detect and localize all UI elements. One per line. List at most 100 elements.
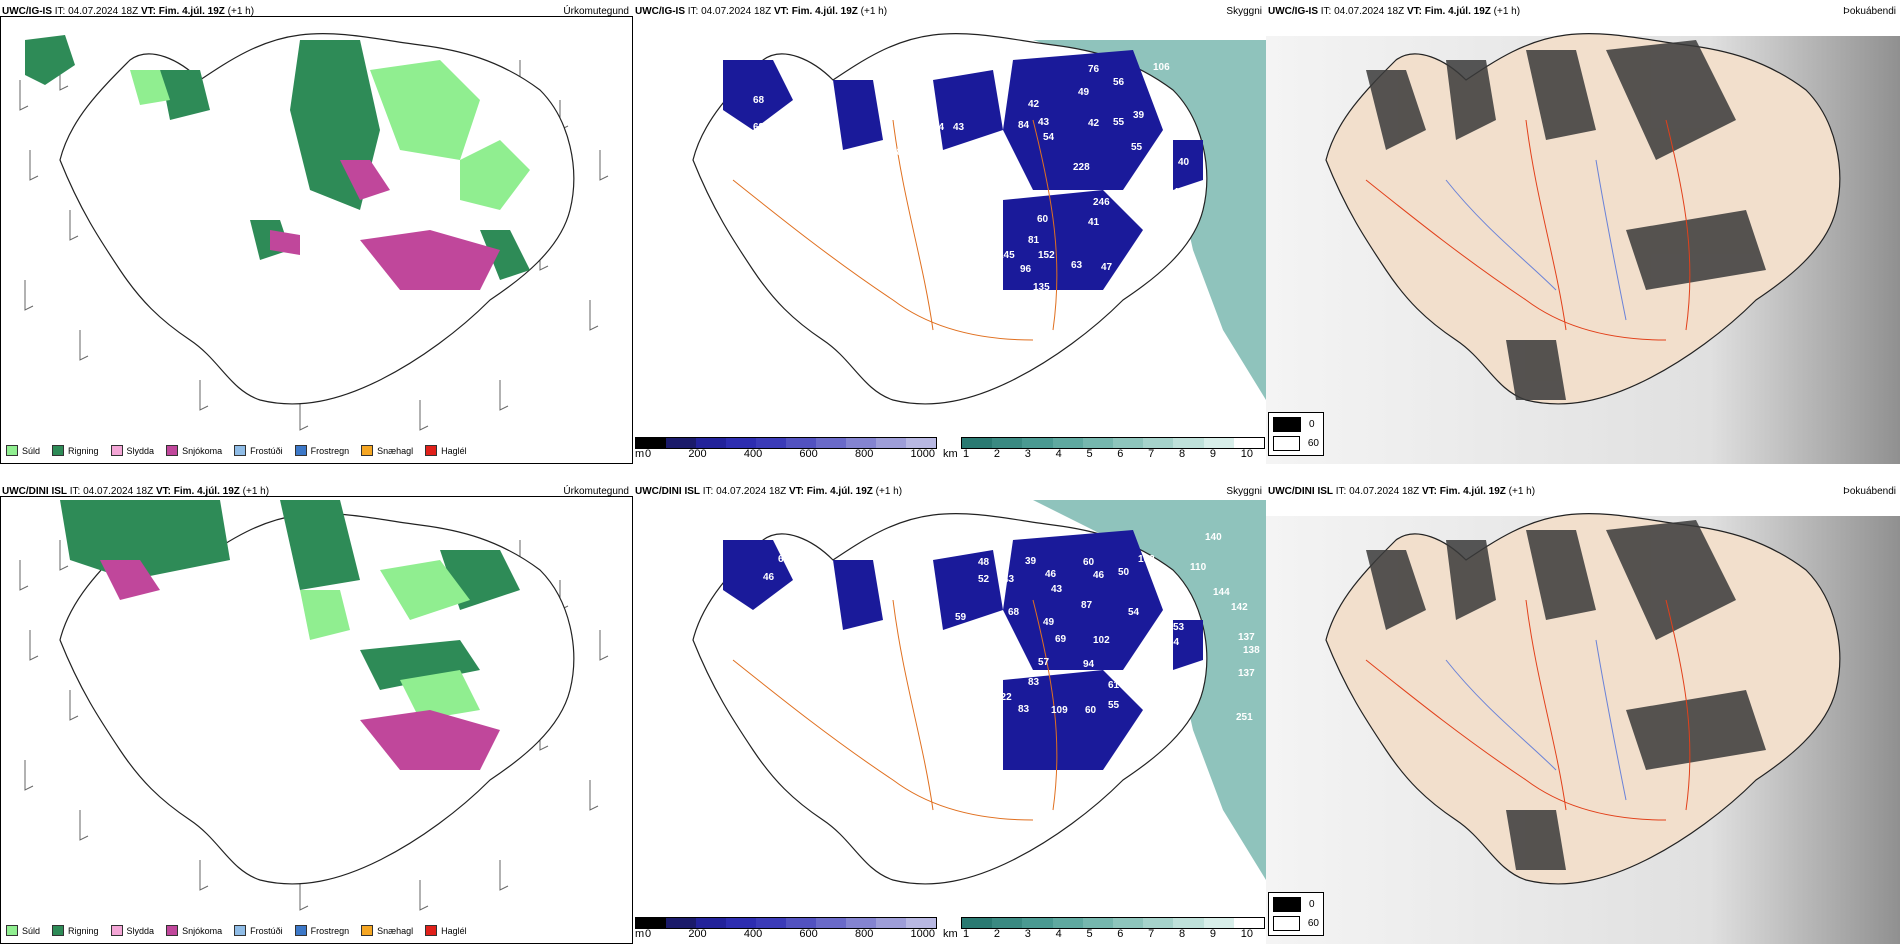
fog-areas (1366, 40, 1766, 400)
svg-text:39: 39 (1025, 556, 1037, 567)
svg-text:60: 60 (1085, 705, 1097, 716)
svg-text:55: 55 (1113, 117, 1125, 128)
legend-swatch (234, 445, 247, 456)
svg-text:56: 56 (955, 627, 967, 638)
legend-swatch (52, 445, 65, 456)
svg-text:84: 84 (1018, 120, 1030, 131)
legend-swatch (110, 925, 123, 936)
iceland-fog-map (1266, 513, 1900, 944)
svg-text:137: 137 (1238, 668, 1255, 679)
legend-swatch (166, 445, 179, 456)
map-header: UWC/DINI ISL IT: 04.07.2024 18Z VT: Fim.… (635, 486, 903, 497)
colorbar-unit: km (943, 448, 958, 460)
svg-text:57: 57 (1038, 657, 1050, 668)
svg-text:41: 41 (895, 257, 907, 268)
svg-text:48: 48 (905, 389, 917, 400)
visibility-labels: 106 76 49 56 42 55 39 42 84 54 43 55 40 … (678, 62, 1190, 403)
svg-text:42: 42 (1028, 99, 1040, 110)
svg-text:50: 50 (1118, 567, 1130, 578)
svg-text:16: 16 (1088, 292, 1100, 303)
map-header: UWC/IG-IS IT: 04.07.2024 18Z VT: Fim. 4.… (2, 6, 255, 17)
svg-text:102: 102 (1093, 635, 1110, 646)
colorbar-ticks: 0 200 400 600 800 1000 (645, 448, 935, 460)
svg-text:64: 64 (898, 242, 910, 253)
roads (1365, 599, 1691, 821)
iceland-visibility-map: 106 76 49 56 42 55 39 42 84 54 43 55 40 … (678, 33, 1266, 405)
svg-text:46: 46 (923, 392, 935, 403)
map-title: Skyggni (1226, 486, 1262, 497)
legend-swatch (361, 445, 374, 456)
svg-text:68: 68 (753, 95, 765, 106)
rivers (1445, 639, 1627, 801)
svg-text:54: 54 (1043, 132, 1055, 143)
svg-text:83: 83 (1028, 677, 1040, 688)
fog-key-dark-swatch (1273, 897, 1301, 912)
svg-text:108: 108 (978, 690, 995, 701)
svg-text:53: 53 (1173, 622, 1185, 633)
svg-text:69: 69 (1055, 634, 1067, 645)
roads (1365, 119, 1691, 341)
svg-text:56: 56 (1113, 77, 1125, 88)
colorbar-unit: m (635, 448, 645, 460)
svg-text:46: 46 (763, 572, 775, 583)
svg-text:61: 61 (738, 192, 750, 203)
ocean-fog (1033, 40, 1266, 400)
svg-text:51: 51 (908, 367, 920, 378)
svg-text:15: 15 (963, 237, 975, 248)
svg-text:96: 96 (1020, 264, 1032, 275)
svg-text:52: 52 (978, 574, 990, 585)
svg-text:98: 98 (745, 167, 757, 178)
svg-text:62: 62 (931, 852, 943, 863)
legend-swatch (6, 925, 18, 936)
svg-text:34: 34 (1175, 605, 1187, 616)
legend-swatch (6, 445, 18, 456)
svg-text:39: 39 (1133, 110, 1145, 121)
svg-text:49: 49 (1173, 187, 1185, 198)
legend-swatch (52, 925, 65, 936)
legend-swatch (361, 925, 374, 936)
legend-swatch (425, 445, 438, 456)
svg-text:67: 67 (1028, 327, 1040, 338)
svg-text:55: 55 (1131, 142, 1143, 153)
legend-swatch (110, 445, 123, 456)
visibility-km-colorbar (961, 437, 1265, 449)
svg-text:57: 57 (898, 694, 910, 705)
svg-text:48: 48 (978, 557, 990, 568)
snow-areas (100, 560, 500, 770)
svg-text:55: 55 (1108, 700, 1120, 711)
iceland-precip-map (19, 33, 609, 431)
visibility-labels: 140 110 144 142 137 138 137 251 60 46 50… (725, 492, 1260, 863)
svg-text:94: 94 (1083, 659, 1095, 670)
visibility-map-top: UWC/IG-IS IT: 04.07.2024 18Z VT: Fim. 4.… (633, 0, 1266, 470)
drizzle-areas (300, 560, 480, 720)
fog-key-light-swatch (1273, 916, 1300, 931)
colorbar-unit: km (943, 928, 958, 940)
map-header: UWC/DINI ISL IT: 04.07.2024 18Z VT: Fim.… (2, 486, 270, 497)
svg-text:54: 54 (1128, 607, 1140, 618)
svg-text:62: 62 (796, 565, 808, 576)
svg-text:76: 76 (918, 184, 930, 195)
fog-areas (1366, 520, 1766, 870)
svg-text:144: 144 (1213, 587, 1230, 598)
low-visibility-areas (723, 530, 1203, 770)
svg-text:142: 142 (1231, 602, 1248, 613)
roads (732, 119, 1058, 341)
wind-barbs (19, 60, 609, 431)
map-title: Skyggni (1226, 6, 1262, 17)
svg-text:152: 152 (1038, 250, 1055, 261)
svg-text:102: 102 (1138, 554, 1155, 565)
svg-text:110: 110 (1190, 562, 1207, 573)
svg-text:43: 43 (953, 122, 965, 133)
fog-key-dark-swatch (1273, 417, 1301, 432)
svg-text:55: 55 (758, 182, 770, 193)
visibility-m-colorbar (635, 437, 937, 449)
svg-text:49: 49 (678, 242, 690, 253)
svg-text:64: 64 (1168, 637, 1180, 648)
svg-text:228: 228 (1073, 162, 1090, 173)
svg-text:47: 47 (828, 224, 840, 235)
colorbar-ticks: 0 200 400 600 800 1000 (645, 928, 935, 940)
fog-index-key-top: 0 60 (1268, 412, 1324, 456)
svg-text:189: 189 (1061, 295, 1078, 306)
